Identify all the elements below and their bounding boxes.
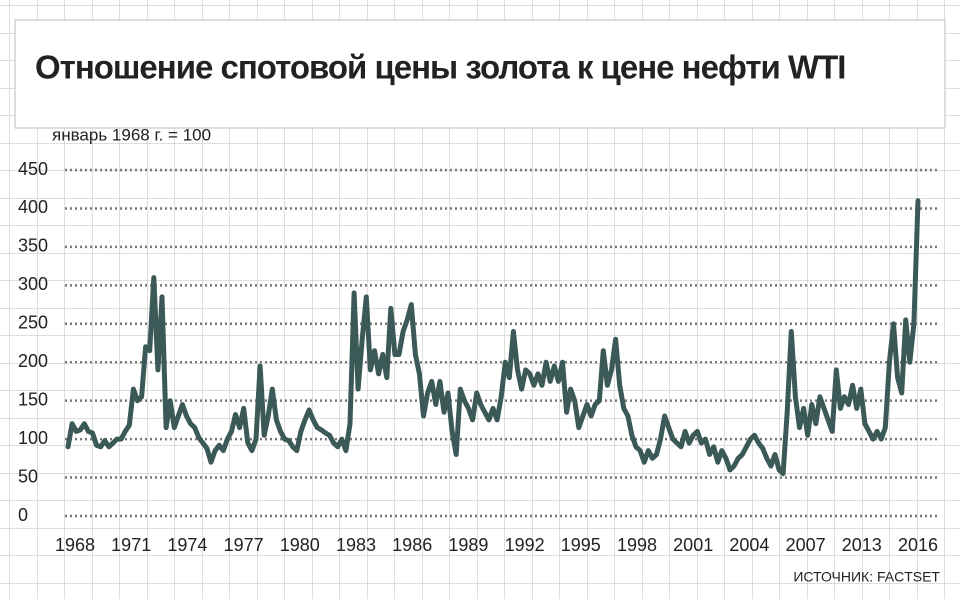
y-tick-label: 300 — [18, 274, 48, 294]
y-tick-label: 50 — [18, 466, 38, 486]
x-tick-label: 2001 — [673, 535, 713, 555]
x-tick-label: 1968 — [55, 535, 95, 555]
x-tick-label: 1974 — [167, 535, 207, 555]
x-tick-label: 1971 — [111, 535, 151, 555]
y-tick-label: 350 — [18, 236, 48, 256]
subtitle: январь 1968 г. = 100 — [52, 125, 211, 144]
chart-title: Отношение спотовой цены золота к цене не… — [35, 49, 845, 86]
y-tick-label: 250 — [18, 313, 48, 333]
line — [65, 198, 921, 477]
title-box — [14, 19, 946, 129]
x-tick-label: 1992 — [505, 535, 545, 555]
y-tick-label: 150 — [18, 389, 48, 409]
x-tick-label: 1989 — [448, 535, 488, 555]
x-tick-label: 2013 — [842, 535, 882, 555]
x-tick-label: 1998 — [617, 535, 657, 555]
y-tick-label: 200 — [18, 351, 48, 371]
x-tick-label: 1995 — [561, 535, 601, 555]
x-tick-label: 1983 — [336, 535, 376, 555]
x-tick-label: 1980 — [280, 535, 320, 555]
y-tick-label: 400 — [18, 197, 48, 217]
y-tick-label: 0 — [18, 505, 28, 525]
y-tick-label: 100 — [18, 428, 48, 448]
y-tick-label: 450 — [18, 159, 48, 179]
x-tick-label: 1986 — [392, 535, 432, 555]
x-tick-label: 2016 — [898, 535, 938, 555]
x-tick-label: 2007 — [786, 535, 826, 555]
source: ИСТОЧНИК: FACTSET — [793, 569, 940, 585]
x-tick-label: 2004 — [729, 535, 769, 555]
x-tick-label: 1977 — [224, 535, 264, 555]
